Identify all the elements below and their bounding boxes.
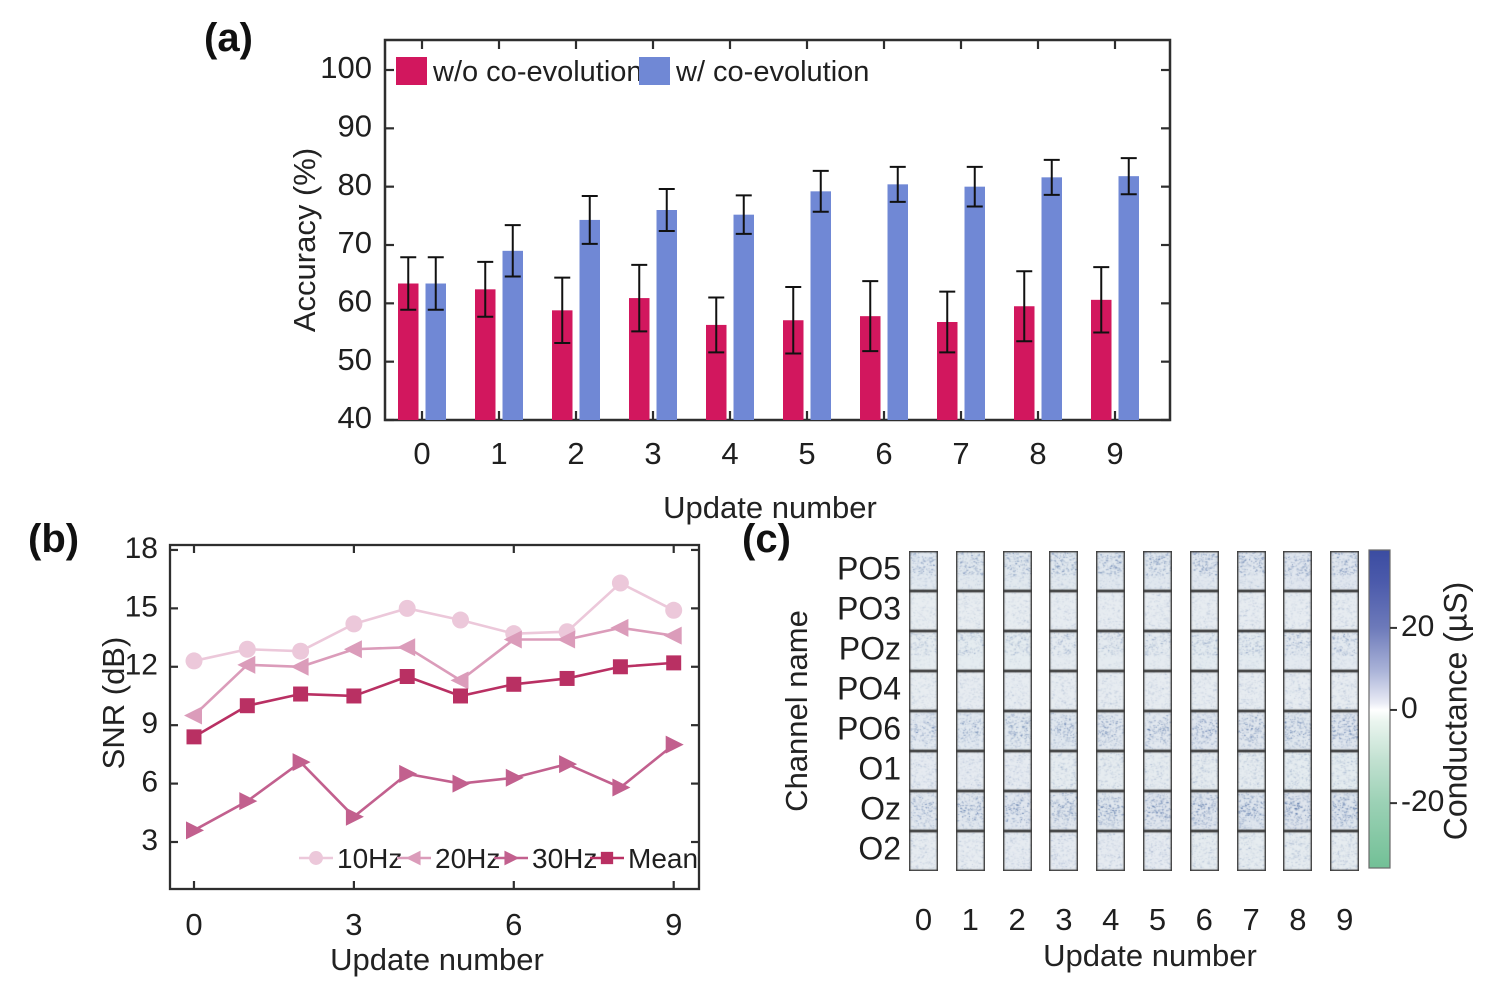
svg-text:w/ co-evolution: w/ co-evolution <box>675 56 869 88</box>
svg-text:6: 6 <box>141 766 158 799</box>
svg-text:10Hz: 10Hz <box>337 843 402 874</box>
svg-text:O1: O1 <box>858 750 901 786</box>
svg-text:4: 4 <box>721 436 738 471</box>
svg-text:0: 0 <box>185 907 202 942</box>
svg-text:90: 90 <box>338 109 372 144</box>
svg-text:0: 0 <box>915 902 932 937</box>
svg-text:20Hz: 20Hz <box>435 843 500 874</box>
svg-text:PO6: PO6 <box>837 710 901 746</box>
svg-text:70: 70 <box>338 225 372 260</box>
svg-text:0: 0 <box>1401 692 1418 725</box>
heatmap-column-strip-2 <box>1002 551 1032 871</box>
svg-text:20: 20 <box>1401 610 1434 643</box>
svg-text:3: 3 <box>644 436 661 471</box>
svg-text:30Hz: 30Hz <box>532 843 597 874</box>
colorbar: 20 0 -20 <box>1368 549 1444 869</box>
svg-text:8: 8 <box>1029 436 1046 471</box>
svg-text:6: 6 <box>875 436 892 471</box>
svg-text:Mean: Mean <box>628 843 698 874</box>
heatmap-column-strip-6 <box>1189 551 1219 871</box>
svg-text:1: 1 <box>490 436 507 471</box>
svg-text:18: 18 <box>125 532 158 565</box>
line-series-30Hz <box>186 735 684 840</box>
svg-text:PO4: PO4 <box>837 670 901 706</box>
svg-text:5: 5 <box>1149 902 1166 937</box>
svg-text:3: 3 <box>1055 902 1072 937</box>
line-series-10Hz <box>185 574 683 670</box>
svg-text:PO5: PO5 <box>837 550 901 586</box>
panel-c-label: (c) <box>742 517 791 561</box>
svg-text:5: 5 <box>798 436 815 471</box>
svg-text:PO3: PO3 <box>837 590 901 626</box>
svg-text:100: 100 <box>320 50 372 85</box>
svg-text:6: 6 <box>505 907 522 942</box>
svg-text:1: 1 <box>962 902 979 937</box>
svg-text:9: 9 <box>141 707 158 740</box>
panel-a-legend: w/o co-evolution w/ co-evolution <box>396 56 869 88</box>
heatmap-column-strip-8 <box>1283 551 1313 871</box>
svg-text:12: 12 <box>125 649 158 682</box>
panel-a-bar-chart: 40 50 60 70 80 90 100 0 1 2 3 4 5 6 7 8 9 w/o co-evolutio… <box>320 38 1172 471</box>
heatmap-column-strip-4 <box>1096 551 1126 871</box>
svg-text:2: 2 <box>567 436 584 471</box>
panel-a-x-axis-title: Update number <box>663 490 877 525</box>
heatmap-column-strip-1 <box>955 551 985 871</box>
svg-text:O2: O2 <box>858 830 901 866</box>
heatmap-column-strip-3 <box>1049 551 1079 871</box>
svg-text:6: 6 <box>1196 902 1213 937</box>
panel-c-x-axis-title: Update number <box>1043 938 1257 973</box>
svg-text:3: 3 <box>141 824 158 857</box>
svg-text:80: 80 <box>338 167 372 202</box>
heatmap-column-strip-9 <box>1330 551 1360 871</box>
heatmap-column-strip-0 <box>909 551 938 871</box>
heatmap-column-strip-7 <box>1236 551 1266 871</box>
svg-text:7: 7 <box>1242 902 1259 937</box>
svg-text:POz: POz <box>839 630 901 666</box>
svg-text:9: 9 <box>1106 436 1123 471</box>
line-series-Mean <box>186 655 682 745</box>
svg-text:9: 9 <box>665 907 682 942</box>
panel-b-x-axis-title: Update number <box>330 942 544 977</box>
svg-text:8: 8 <box>1289 902 1306 937</box>
svg-text:7: 7 <box>952 436 969 471</box>
svg-text:3: 3 <box>345 907 362 942</box>
heatmap-column-strip-5 <box>1143 551 1172 871</box>
svg-text:60: 60 <box>338 284 372 319</box>
svg-text:50: 50 <box>338 342 372 377</box>
svg-text:0: 0 <box>413 436 430 471</box>
svg-text:-20: -20 <box>1401 785 1444 818</box>
svg-text:w/o co-evolution: w/o co-evolution <box>432 56 643 88</box>
panel-a-label: (a) <box>204 16 253 60</box>
panel-b-line-chart: 3 6 9 12 15 18 0 3 6 9 10Hz 20Hz 30Hz Mean <box>125 532 701 942</box>
svg-text:9: 9 <box>1336 902 1353 937</box>
svg-text:4: 4 <box>1102 902 1119 937</box>
line-series-20Hz <box>184 618 682 725</box>
bar-series-1 <box>425 157 1139 420</box>
svg-text:40: 40 <box>338 400 372 435</box>
panel-b-label: (b) <box>28 517 80 561</box>
svg-text:15: 15 <box>125 590 158 623</box>
svg-text:Oz: Oz <box>860 790 901 826</box>
panel-b-legend: 10Hz 20Hz 30Hz Mean <box>299 843 698 874</box>
svg-text:2: 2 <box>1008 902 1025 937</box>
bar-series-0 <box>398 256 1112 420</box>
